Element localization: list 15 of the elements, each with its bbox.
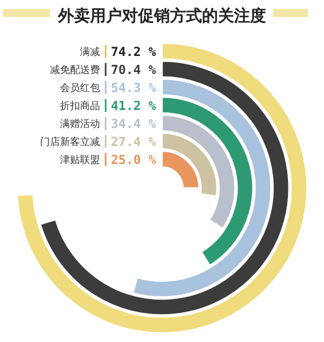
data-label: 70.4 %	[110, 62, 156, 77]
data-label: 34.4 %	[110, 116, 156, 131]
category-label: 津贴联盟	[60, 154, 100, 166]
text: 外卖用户对促销方式的关注度	[57, 6, 266, 25]
data-label: 25.0 %	[110, 152, 156, 167]
data-label: 54.3 %	[110, 80, 156, 95]
category-label: 满赠活动	[60, 118, 100, 130]
data-label: 27.4 %	[110, 134, 156, 149]
category-label: 门店新客立减	[40, 136, 100, 148]
category-label: 满减	[80, 46, 100, 58]
data-label: 74.2 %	[110, 44, 156, 59]
category-label: 折扣商品	[60, 100, 100, 112]
category-label: 减免配送费	[50, 64, 100, 76]
category-label: 会员红包	[60, 82, 100, 94]
data-label: 41.2 %	[110, 98, 156, 113]
